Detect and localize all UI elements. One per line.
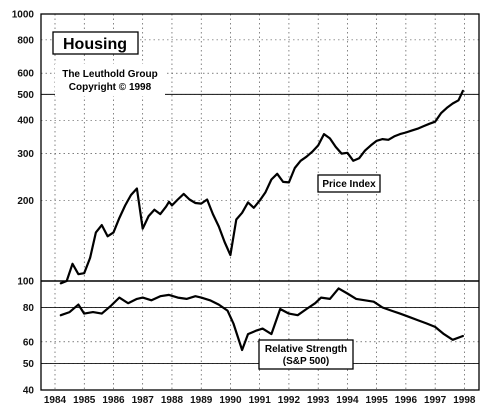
x-tick-labels: 1984 1985 1986 1987 1988 1989 1990 1991 1992 1993… <box>44 395 476 406</box>
x-tick-label: 1998 <box>453 395 476 406</box>
relative-strength-label-1: Relative Strength <box>265 344 347 355</box>
plot-frame <box>40 13 480 391</box>
x-tick-label: 1988 <box>161 395 184 406</box>
y-tick-label: 100 <box>17 277 34 288</box>
y-tick-label: 600 <box>17 69 34 80</box>
x-tick-label: 1993 <box>307 395 330 406</box>
y-tick-labels: 100 200 300 400 500 600 800 1000 40 50 60 80 <box>12 10 35 397</box>
x-tick-label: 1984 <box>44 395 67 406</box>
relative-strength-label-box: Relative Strength (S&P 500) <box>258 339 354 370</box>
price-index-label-box: Price Index <box>317 174 381 193</box>
credit-line-2: Copyright © 1998 <box>69 82 152 93</box>
y-tick-label: 50 <box>23 359 35 370</box>
relative-strength-label-2: (S&P 500) <box>283 356 330 367</box>
x-tick-label: 1995 <box>366 395 389 406</box>
y-tick-label: 300 <box>17 149 34 160</box>
x-tick-label: 1994 <box>336 395 359 406</box>
x-tick-label: 1989 <box>190 395 213 406</box>
x-tick-label: 1987 <box>132 395 155 406</box>
y-tick-label: 400 <box>17 116 34 127</box>
price-index-label: Price Index <box>322 179 376 190</box>
x-tick-label: 1986 <box>102 395 125 406</box>
credit-block: The Leuthold Group Copyright © 1998 <box>55 64 165 96</box>
x-tick-label: 1996 <box>395 395 418 406</box>
y-tick-label: 500 <box>17 90 34 101</box>
x-tick-label: 1991 <box>249 395 272 406</box>
y-tick-label: 80 <box>23 303 35 314</box>
x-tick-label: 1997 <box>424 395 447 406</box>
y-tick-label: 200 <box>17 196 34 207</box>
chart-title: Housing <box>63 36 127 53</box>
x-tick-label: 1985 <box>73 395 96 406</box>
credit-line-1: The Leuthold Group <box>62 69 158 80</box>
x-tick-label: 1992 <box>278 395 301 406</box>
y-tick-label: 40 <box>23 386 35 397</box>
x-tick-label: 1990 <box>219 395 242 406</box>
y-tick-label: 800 <box>17 35 34 46</box>
price-index-line <box>59 89 464 285</box>
y-tick-label: 60 <box>23 337 35 348</box>
relative-strength-line <box>59 287 464 352</box>
title-box: Housing <box>52 31 139 55</box>
y-tick-label: 1000 <box>12 10 35 21</box>
